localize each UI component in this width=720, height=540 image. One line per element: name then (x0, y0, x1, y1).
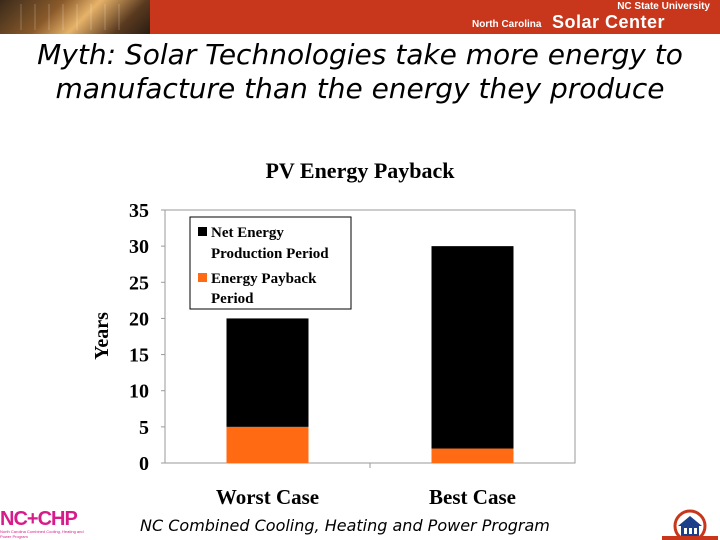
legend-box (189, 216, 352, 310)
y-axis-label: Years (91, 312, 113, 360)
nc-chp-logo-tagline: North Carolina Combined Cooling, Heating… (0, 529, 84, 539)
y-tick-label: 30 (129, 236, 149, 258)
y-tick-label: 0 (139, 453, 149, 475)
y-tick-label: 5 (139, 417, 149, 439)
bar-segment (226, 318, 309, 427)
y-tick-label: 10 (129, 381, 149, 403)
x-category-label: Best Case (429, 485, 516, 509)
legend-label-payback-line2: Period (211, 291, 254, 307)
x-category-label: Worst Case (216, 485, 319, 509)
center-prefix: North Carolina (472, 19, 542, 30)
y-axis: 0 5 10 15 20 25 30 35 (129, 200, 165, 475)
nc-chp-logo: NC+CHP North Carolina Combined Cooling, … (0, 508, 86, 540)
x-axis: Worst Case Best Case (216, 463, 516, 509)
y-tick-label: 25 (129, 272, 149, 294)
bar-segment (431, 448, 514, 463)
y-tick-label: 35 (129, 200, 149, 222)
solar-panel-photo (0, 0, 150, 34)
legend-label-net-line2: Production Period (211, 246, 329, 262)
legend-label-payback-line1: Energy Payback (211, 271, 317, 287)
slide-title: Myth: Solar Technologies take more energ… (37, 38, 683, 105)
solar-center-logo (662, 509, 718, 540)
university-name: NC State University (617, 1, 710, 12)
center-name: Solar Center (552, 12, 666, 32)
y-tick-label: 20 (129, 308, 149, 330)
legend-swatch-net (198, 227, 207, 236)
bar-segment (431, 246, 514, 449)
legend-swatch-payback (198, 273, 207, 282)
bar-segment (226, 426, 309, 463)
house-icon (678, 516, 702, 536)
bars (226, 246, 514, 463)
y-tick-label: 15 (129, 345, 149, 367)
header-banner: NC State University North Carolina Solar… (0, 0, 720, 34)
legend-label-net-line1: Net Energy (211, 225, 284, 241)
legend: Net Energy Production Period Energy Payb… (189, 216, 352, 310)
chart-title: PV Energy Payback (265, 158, 455, 183)
nc-chp-logo-text: NC+CHP (0, 508, 78, 530)
footer-program: NC Combined Cooling, Heating and Power P… (140, 516, 550, 535)
